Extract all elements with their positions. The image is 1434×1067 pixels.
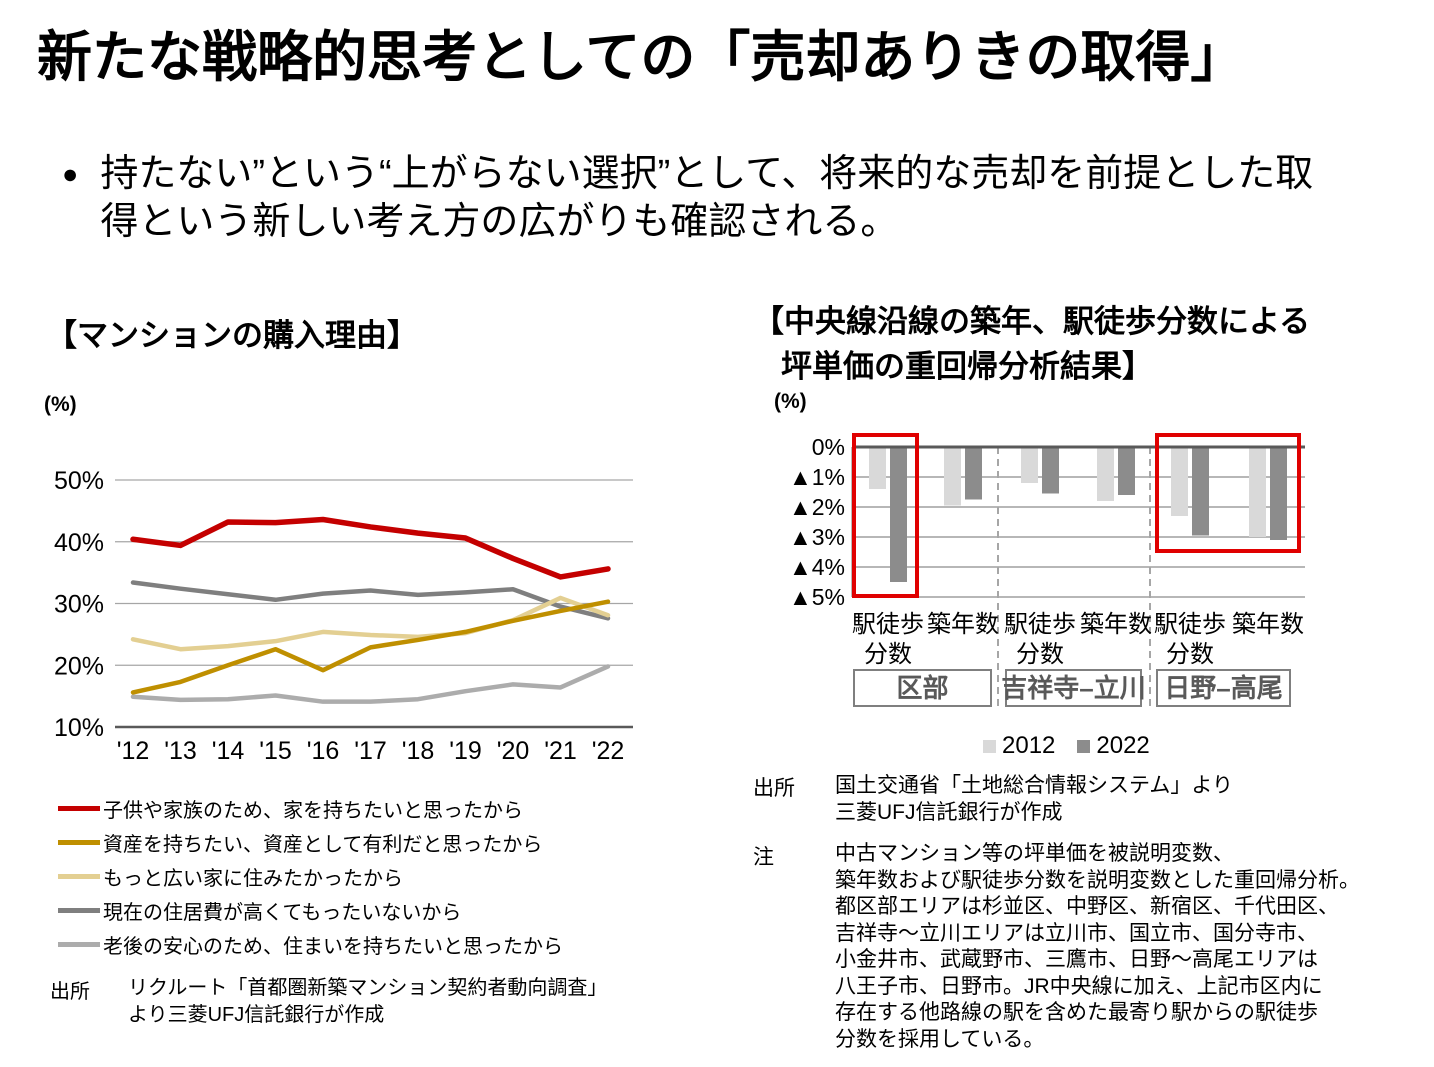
legend-label: 子供や家族のため、家を持ちたいと思ったから xyxy=(103,799,523,822)
svg-text:駅徒歩: 駅徒歩 xyxy=(1154,611,1226,638)
svg-text:'20: '20 xyxy=(497,737,530,765)
svg-text:'19: '19 xyxy=(449,737,482,765)
svg-text:▲4%: ▲4% xyxy=(789,554,845,580)
left-source-label: 出所 xyxy=(50,981,90,1003)
svg-text:吉祥寺–立川: 吉祥寺–立川 xyxy=(1001,673,1145,703)
svg-text:築年数: 築年数 xyxy=(927,611,999,638)
page-title: 新たな戦略的思考としての「売却ありきの取得」 xyxy=(37,26,1246,88)
svg-text:築年数: 築年数 xyxy=(1080,611,1152,638)
svg-text:▲1%: ▲1% xyxy=(789,464,845,490)
legend-label: 老後の安心のため、住まいを持ちたいと思ったから xyxy=(103,935,563,958)
legend-item: 2012 xyxy=(983,732,1055,760)
svg-text:分数: 分数 xyxy=(864,641,912,668)
legend-line-swatch-tan xyxy=(58,873,100,879)
svg-text:▲5%: ▲5% xyxy=(789,584,845,610)
svg-text:'17: '17 xyxy=(354,737,387,765)
svg-text:50%: 50% xyxy=(54,467,104,495)
bullet-icon: ● xyxy=(62,159,79,189)
svg-text:'18: '18 xyxy=(402,737,435,765)
legend-line-swatch-gold xyxy=(58,839,100,845)
svg-text:築年数: 築年数 xyxy=(1232,611,1304,638)
svg-text:区部: 区部 xyxy=(896,673,948,703)
legend-item: もっと広い家に住みたかったから xyxy=(58,859,563,893)
right-source-label: 出所 xyxy=(753,777,795,800)
legend-item: 子供や家族のため、家を持ちたいと思ったから xyxy=(58,791,563,825)
svg-text:'16: '16 xyxy=(307,737,340,765)
svg-text:▲3%: ▲3% xyxy=(789,524,845,550)
legend-item: 老後の安心のため、住まいを持ちたいと思ったから xyxy=(58,927,563,961)
svg-text:駅徒歩: 駅徒歩 xyxy=(852,611,924,638)
svg-text:分数: 分数 xyxy=(1016,641,1064,668)
svg-text:'12: '12 xyxy=(117,737,150,765)
legend-label: 資産を持ちたい、資産として有利だと思ったから xyxy=(103,833,543,856)
svg-text:40%: 40% xyxy=(54,529,104,557)
left-source-text: リクルート「首都圏新築マンション契約者動向調査」 より三菱UFJ信託銀行が作成 xyxy=(128,977,608,1026)
legend-square-2012 xyxy=(983,739,996,753)
legend-line-swatch-red xyxy=(58,805,100,811)
svg-text:日野–高尾: 日野–高尾 xyxy=(1164,673,1282,703)
line-chart-unit-label: (%) xyxy=(44,393,77,416)
legend-label: もっと広い家に住みたかったから xyxy=(103,867,403,890)
right-note-text: 中古マンション等の坪単価を被説明変数、 築年数および駅徒歩分数を説明変数とした重… xyxy=(835,842,1360,1051)
svg-text:'14: '14 xyxy=(212,737,245,765)
legend-item: 資産を持ちたい、資産として有利だと思ったから xyxy=(58,825,563,859)
svg-text:'15: '15 xyxy=(259,737,292,765)
svg-text:10%: 10% xyxy=(54,714,104,742)
svg-text:▲2%: ▲2% xyxy=(789,494,845,520)
bar-chart-legend: 2012 2022 xyxy=(983,732,1150,760)
right-source-text: 国土交通省「土地総合情報システム」より 三菱UFJ信託銀行が作成 xyxy=(835,774,1233,824)
legend-line-swatch-lightgray xyxy=(58,941,100,947)
legend-label: 2022 xyxy=(1096,732,1150,759)
right-note-label: 注 xyxy=(753,846,774,869)
bullet-text: 持たない”という“上がらない選択”として、将来的な売却を前提とした取 得という新… xyxy=(100,153,1314,243)
svg-text:20%: 20% xyxy=(54,652,104,680)
bar-chart-unit-label: (%) xyxy=(774,390,807,413)
legend-line-swatch-darkgray xyxy=(58,907,100,913)
bullet-item: ● 持たない”という“上がらない選択”として、将来的な売却を前提とした取 得とい… xyxy=(62,150,1392,246)
legend-label: 現在の住居費が高くてもったいないから xyxy=(103,901,462,924)
svg-text:'22: '22 xyxy=(592,737,625,765)
legend-label: 2012 xyxy=(1002,732,1056,759)
svg-text:0%: 0% xyxy=(812,434,845,460)
svg-text:'21: '21 xyxy=(544,737,577,765)
svg-text:駅徒歩: 駅徒歩 xyxy=(1004,611,1076,638)
line-chart-legend: 子供や家族のため、家を持ちたいと思ったから 資産を持ちたい、資産として有利だと思… xyxy=(58,791,563,961)
bar-chart-title-line2: 坪単価の重回帰分析結果】 xyxy=(781,349,1153,384)
legend-item: 現在の住居費が高くてもったいないから xyxy=(58,893,563,927)
svg-text:'13: '13 xyxy=(164,737,197,765)
line-chart-title: 【マンションの購入理由】 xyxy=(46,318,418,353)
legend-square-2022 xyxy=(1077,739,1091,753)
bar-chart-title-line1: 【中央線沿線の築年、駅徒歩分数による xyxy=(753,304,1311,339)
purchase-reasons-line-chart: 50% 40% 30% 20% 10% '12 '13 '14 '15 '16 '17 '18 '19 '… xyxy=(54,467,633,765)
legend-item: 2022 xyxy=(1077,732,1150,760)
svg-text:分数: 分数 xyxy=(1166,641,1214,668)
svg-text:30%: 30% xyxy=(54,591,104,619)
